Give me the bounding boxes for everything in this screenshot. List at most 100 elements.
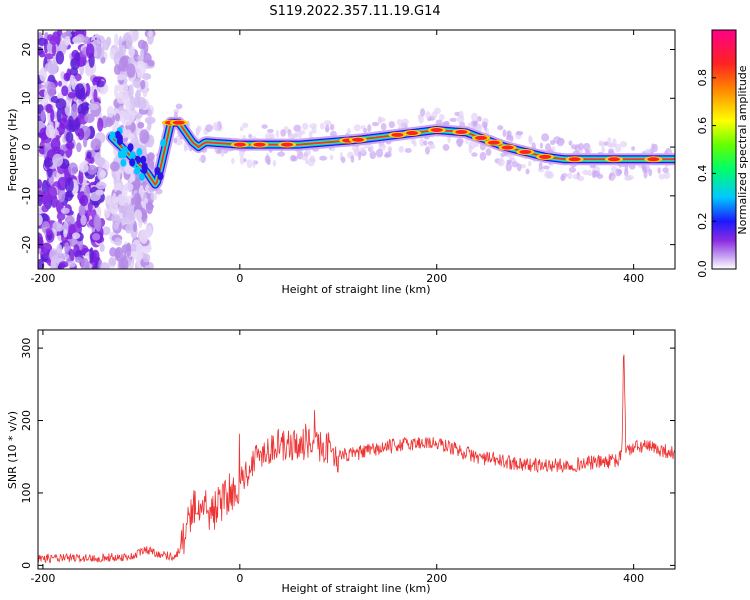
noise-speckle <box>63 72 71 82</box>
halo-speckle <box>242 135 246 140</box>
halo-speckle <box>319 155 328 161</box>
halo-speckle <box>545 143 551 153</box>
snr-line <box>38 354 675 564</box>
halo-speckle <box>323 120 332 126</box>
noise-speckle <box>85 43 95 59</box>
noise-speckle <box>147 152 155 161</box>
halo-speckle <box>319 122 325 130</box>
halo-speckle <box>401 118 409 125</box>
halo-speckle <box>617 168 622 175</box>
noise-speckle <box>69 67 79 76</box>
halo-speckle <box>371 121 379 127</box>
halo-speckle <box>502 129 507 138</box>
halo-speckle <box>631 146 636 151</box>
noise-speckle <box>140 79 146 90</box>
spectrogram-xtick-label: 0 <box>236 272 243 285</box>
halo-speckle <box>387 146 393 152</box>
noise-speckle <box>86 164 98 175</box>
noise-speckle <box>141 73 152 80</box>
snr-ytick-label: 200 <box>20 410 33 431</box>
halo-speckle <box>614 143 622 153</box>
noise-speckle <box>109 201 119 215</box>
noise-speckle <box>38 232 44 249</box>
halo-speckle <box>412 140 417 147</box>
figure-title: S119.2022.357.11.19.G14 <box>269 4 440 19</box>
halo-speckle <box>308 130 313 139</box>
spectrogram-panel: -200 0 200 400 -20 -10 0 10 20 Height of straigh… <box>6 29 676 296</box>
noise-speckle <box>63 228 68 238</box>
halo-speckle <box>505 162 512 172</box>
noise-speckle <box>106 105 115 118</box>
halo-speckle <box>528 160 532 167</box>
noise-speckle <box>56 211 66 221</box>
noise-speckle <box>125 211 136 227</box>
noise-speckle <box>144 197 149 204</box>
noise-speckle <box>137 39 147 50</box>
ridge-blob-core <box>539 154 552 159</box>
halo-speckle <box>264 133 273 140</box>
halo-speckle <box>248 133 253 139</box>
scatter-blob <box>129 158 136 167</box>
noise-speckle <box>94 152 102 165</box>
halo-speckle <box>425 146 430 155</box>
noise-speckle <box>80 257 90 269</box>
colorbar-tick-label: 0.6 <box>696 117 709 135</box>
noise-speckle <box>65 122 77 133</box>
halo-speckle <box>485 148 492 156</box>
halo-speckle <box>456 114 465 124</box>
noise-speckle <box>104 117 113 128</box>
noise-speckle <box>137 218 143 229</box>
noise-speckle <box>57 176 68 191</box>
halo-speckle <box>603 141 609 146</box>
halo-speckle <box>150 192 158 201</box>
halo-speckle <box>591 170 597 179</box>
colorbar-tick-label: 0.0 <box>696 260 709 278</box>
halo-speckle <box>442 143 450 151</box>
halo-speckle <box>380 123 387 131</box>
noise-speckle <box>99 262 110 269</box>
noise-speckle <box>114 246 124 262</box>
snr-ytick-label: 300 <box>20 338 33 359</box>
ridge-blob-core <box>281 142 294 147</box>
noise-speckle <box>51 254 60 268</box>
noise-speckle <box>142 253 151 263</box>
spectrogram-ytick-label: 20 <box>20 43 33 57</box>
halo-speckle <box>607 137 612 145</box>
noise-speckle <box>102 39 110 51</box>
noise-speckle <box>76 142 82 153</box>
halo-speckle <box>568 166 576 173</box>
halo-speckle <box>239 126 244 132</box>
halo-speckle <box>419 137 425 147</box>
noise-speckle <box>134 209 143 221</box>
noise-speckle <box>92 233 101 241</box>
noise-speckle <box>115 214 121 226</box>
noise-speckle <box>72 232 81 240</box>
noise-speckle <box>145 225 153 238</box>
halo-speckle <box>657 167 661 174</box>
halo-speckle <box>388 120 396 129</box>
noise-speckle <box>120 44 127 56</box>
halo-speckle <box>212 122 220 131</box>
halo-speckle <box>417 114 421 120</box>
halo-speckle <box>651 143 655 149</box>
noise-speckle <box>103 208 111 219</box>
scatter-blob <box>138 172 145 181</box>
noise-speckle <box>116 193 127 206</box>
noise-speckle <box>118 56 129 72</box>
halo-speckle <box>375 148 384 158</box>
ridge-blob-core <box>475 135 488 140</box>
halo-speckle <box>438 113 445 121</box>
halo-speckle <box>477 116 482 122</box>
halo-speckle <box>456 137 464 147</box>
noise-speckle <box>114 237 122 246</box>
noise-speckle <box>67 260 76 268</box>
scatter-blob <box>134 166 141 175</box>
halo-speckle <box>525 168 530 175</box>
halo-speckle <box>243 158 247 163</box>
noise-speckle <box>58 186 66 203</box>
snr-xtick-label: 200 <box>426 572 447 585</box>
noise-speckle <box>64 35 71 46</box>
halo-speckle <box>325 124 330 133</box>
noise-speckle <box>93 88 98 103</box>
halo-speckle <box>598 142 605 147</box>
